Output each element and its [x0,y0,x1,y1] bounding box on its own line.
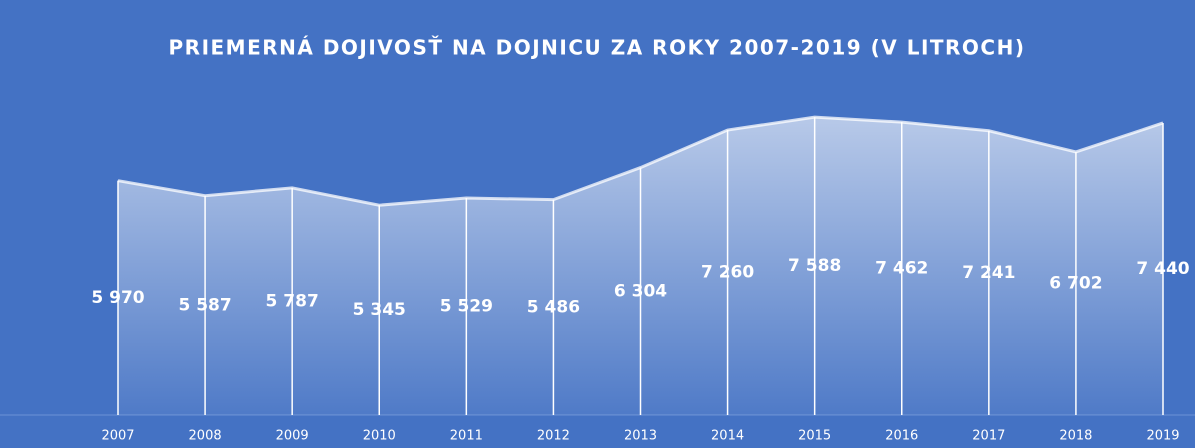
x-tick-label: 2017 [972,429,1005,444]
data-label: 7 241 [962,263,1015,283]
data-label: 7 440 [1136,259,1189,279]
x-tick-label: 2013 [624,429,657,444]
x-tick-label: 2018 [1059,429,1092,444]
data-label: 6 304 [614,281,667,301]
data-label: 6 702 [1049,273,1102,293]
x-tick-label: 2014 [711,429,744,444]
chart-title: PRIEMERNÁ DOJIVOSŤ NA DOJNICU ZA ROKY 20… [169,36,1026,60]
x-tick-label: 2015 [798,429,831,444]
x-tick-label: 2010 [363,429,396,444]
data-label: 5 345 [353,300,406,320]
x-tick-label: 2008 [189,429,222,444]
data-label: 5 970 [91,288,144,308]
x-tick-label: 2009 [276,429,309,444]
x-tick-label: 2019 [1146,429,1179,444]
x-tick-label: 2016 [885,429,918,444]
data-label: 7 260 [701,263,754,283]
data-label: 5 486 [527,297,580,317]
data-label: 5 787 [266,291,319,311]
x-tick-label: 2011 [450,429,483,444]
data-label: 5 529 [440,296,493,316]
data-label: 7 462 [875,259,928,279]
data-label: 5 587 [178,295,231,315]
x-tick-label: 2007 [101,429,134,444]
x-tick-label: 2012 [537,429,570,444]
data-label: 7 588 [788,256,841,276]
